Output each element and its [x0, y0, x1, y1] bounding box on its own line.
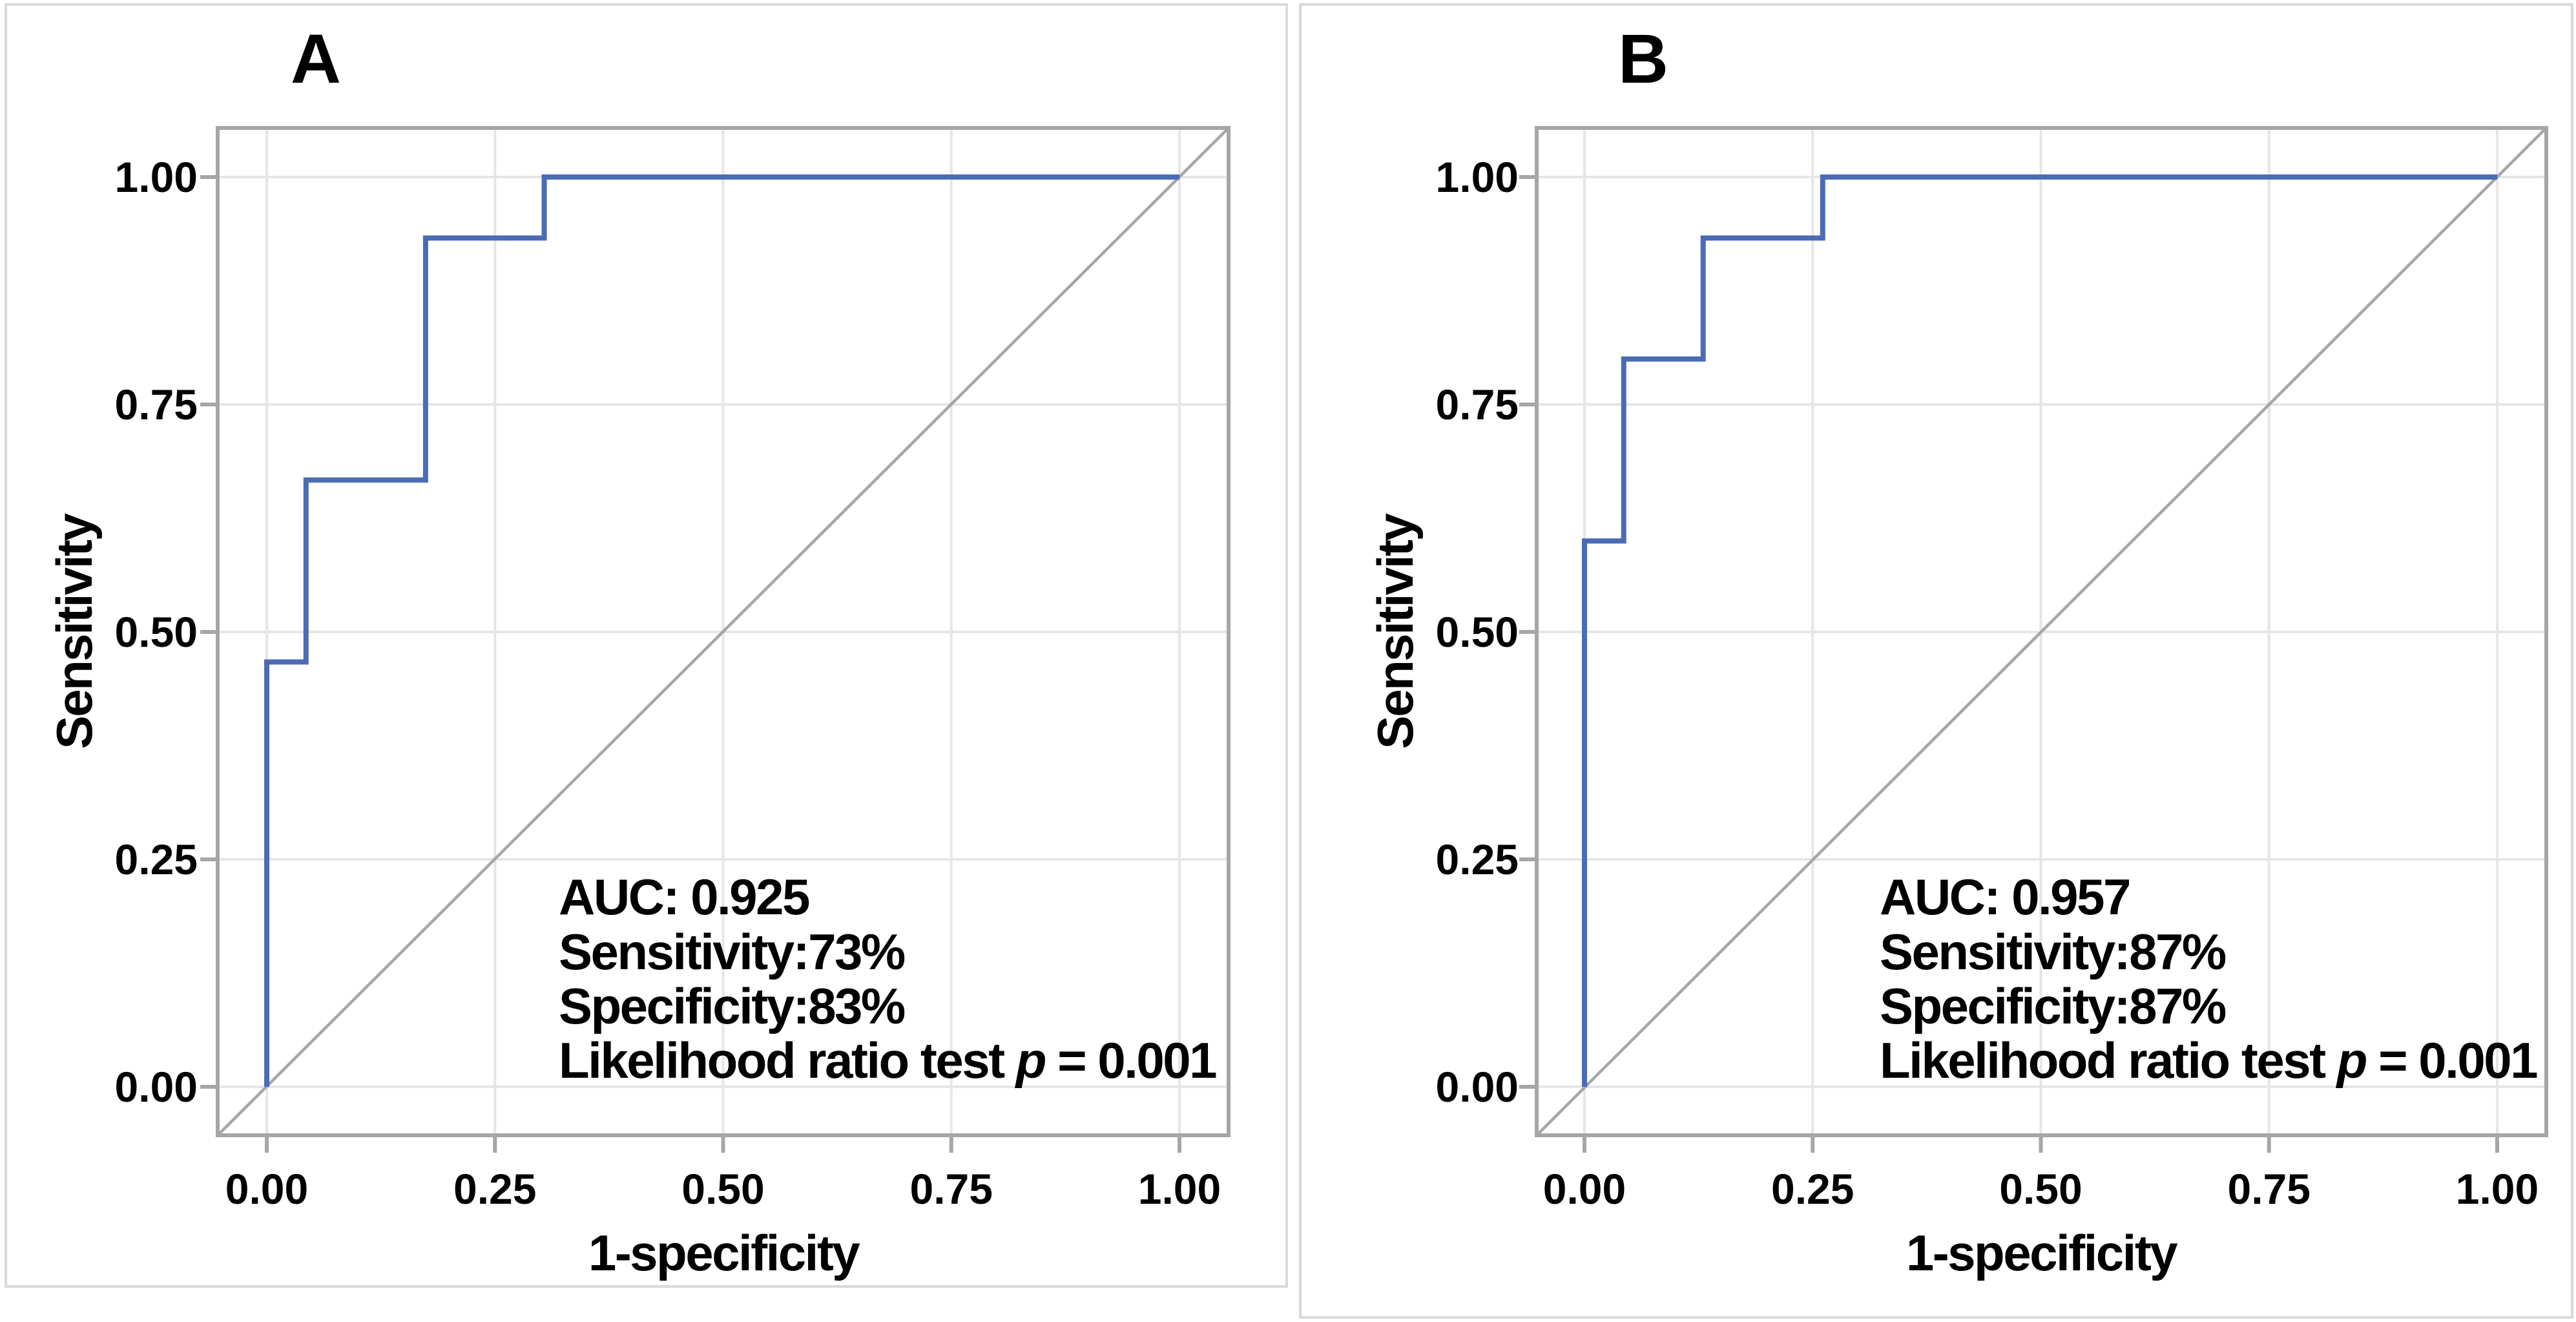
lr-p-symbol: p: [1015, 1032, 1046, 1089]
y-tick-label: 0.50: [115, 608, 198, 656]
panel-letter: B: [1618, 19, 1668, 98]
y-tick-label: 0.75: [1436, 381, 1519, 428]
sensitivity-text: Sensitivity:73%: [559, 923, 905, 980]
lr-prefix: Likelihood ratio test: [559, 1032, 1016, 1089]
x-tick-label: 0.50: [1999, 1165, 2082, 1213]
auc-value-text: AUC: 0.925: [559, 868, 809, 925]
likelihood-ratio-text: Likelihood ratio test p = 0.001: [559, 1032, 1216, 1089]
lr-prefix: Likelihood ratio test: [1880, 1032, 2337, 1089]
y-tick-label: 1.00: [1436, 153, 1519, 201]
x-tick-label: 0.00: [225, 1165, 308, 1213]
lr-p-symbol: p: [2336, 1032, 2367, 1089]
panel-a-plot-area: 0.00 0.25 0.50 0.75 1.00 1.00 0.75 0.50 0.25 0.00: [115, 126, 1231, 1213]
x-axis-title: 1-specificity: [1906, 1224, 2177, 1281]
panel-b-border: [1299, 3, 2573, 1319]
y-axis-title: Sensitivity: [1367, 514, 1424, 750]
y-axis-title: Sensitivity: [46, 514, 103, 750]
x-tick-label: 0.25: [1771, 1165, 1854, 1213]
lr-suffix: = 0.001: [1045, 1032, 1216, 1089]
specificity-text: Specificity:83%: [559, 978, 905, 1034]
x-tick-label: 0.25: [453, 1165, 536, 1213]
y-tick-label: 0.00: [1436, 1063, 1519, 1111]
x-tick-label: 1.00: [2456, 1165, 2539, 1213]
roc-curve: [1582, 174, 2497, 1087]
panel-b-annotation: AUC: 0.957 Sensitivity:87% Specificity:8…: [1880, 868, 2539, 1089]
sensitivity-text: Sensitivity:87%: [1880, 923, 2226, 980]
x-tick-label: 0.50: [681, 1165, 764, 1213]
panel-letter: A: [291, 19, 341, 98]
diagonal-reference-line: [216, 127, 1230, 1137]
x-tick-label: 0.75: [2228, 1165, 2311, 1213]
y-tick-label: 0.25: [115, 835, 198, 883]
x-tick-label: 0.00: [1543, 1165, 1626, 1213]
roc-curve: [264, 174, 1179, 1087]
y-tick-label: 0.00: [115, 1063, 198, 1111]
panel-b-plot-area: 0.00 0.25 0.50 0.75 1.00 1.00 0.75 0.50 0.25 0.00: [1436, 126, 2548, 1213]
specificity-text: Specificity:87%: [1880, 978, 2226, 1034]
panel-b: 0.00 0.25 0.50 0.75 1.001.000.750.500.250.00…: [1299, 3, 2573, 1319]
x-tick-label: 0.75: [910, 1165, 993, 1213]
y-tick-label: 0.75: [115, 381, 198, 428]
y-tick-label: 1.00: [115, 153, 198, 201]
likelihood-ratio-text: Likelihood ratio test p = 0.001: [1880, 1032, 2537, 1089]
y-tick-label: 0.50: [1436, 608, 1519, 656]
panel-a-border: [5, 3, 1288, 1288]
y-tick-label: 0.25: [1436, 835, 1519, 883]
panel-a: 0.00 0.25 0.50 0.75 1.001.000.750.500.250.00…: [5, 3, 1288, 1288]
auc-value-text: AUC: 0.957: [1880, 868, 2130, 925]
x-axis-title: 1-specificity: [588, 1224, 860, 1281]
x-tick-label: 1.00: [1138, 1165, 1221, 1213]
lr-suffix: = 0.001: [2366, 1032, 2537, 1089]
diagonal-reference-line: [1535, 127, 2548, 1137]
panel-a-annotation: AUC: 0.925 Sensitivity:73% Specificity:8…: [559, 868, 1218, 1089]
